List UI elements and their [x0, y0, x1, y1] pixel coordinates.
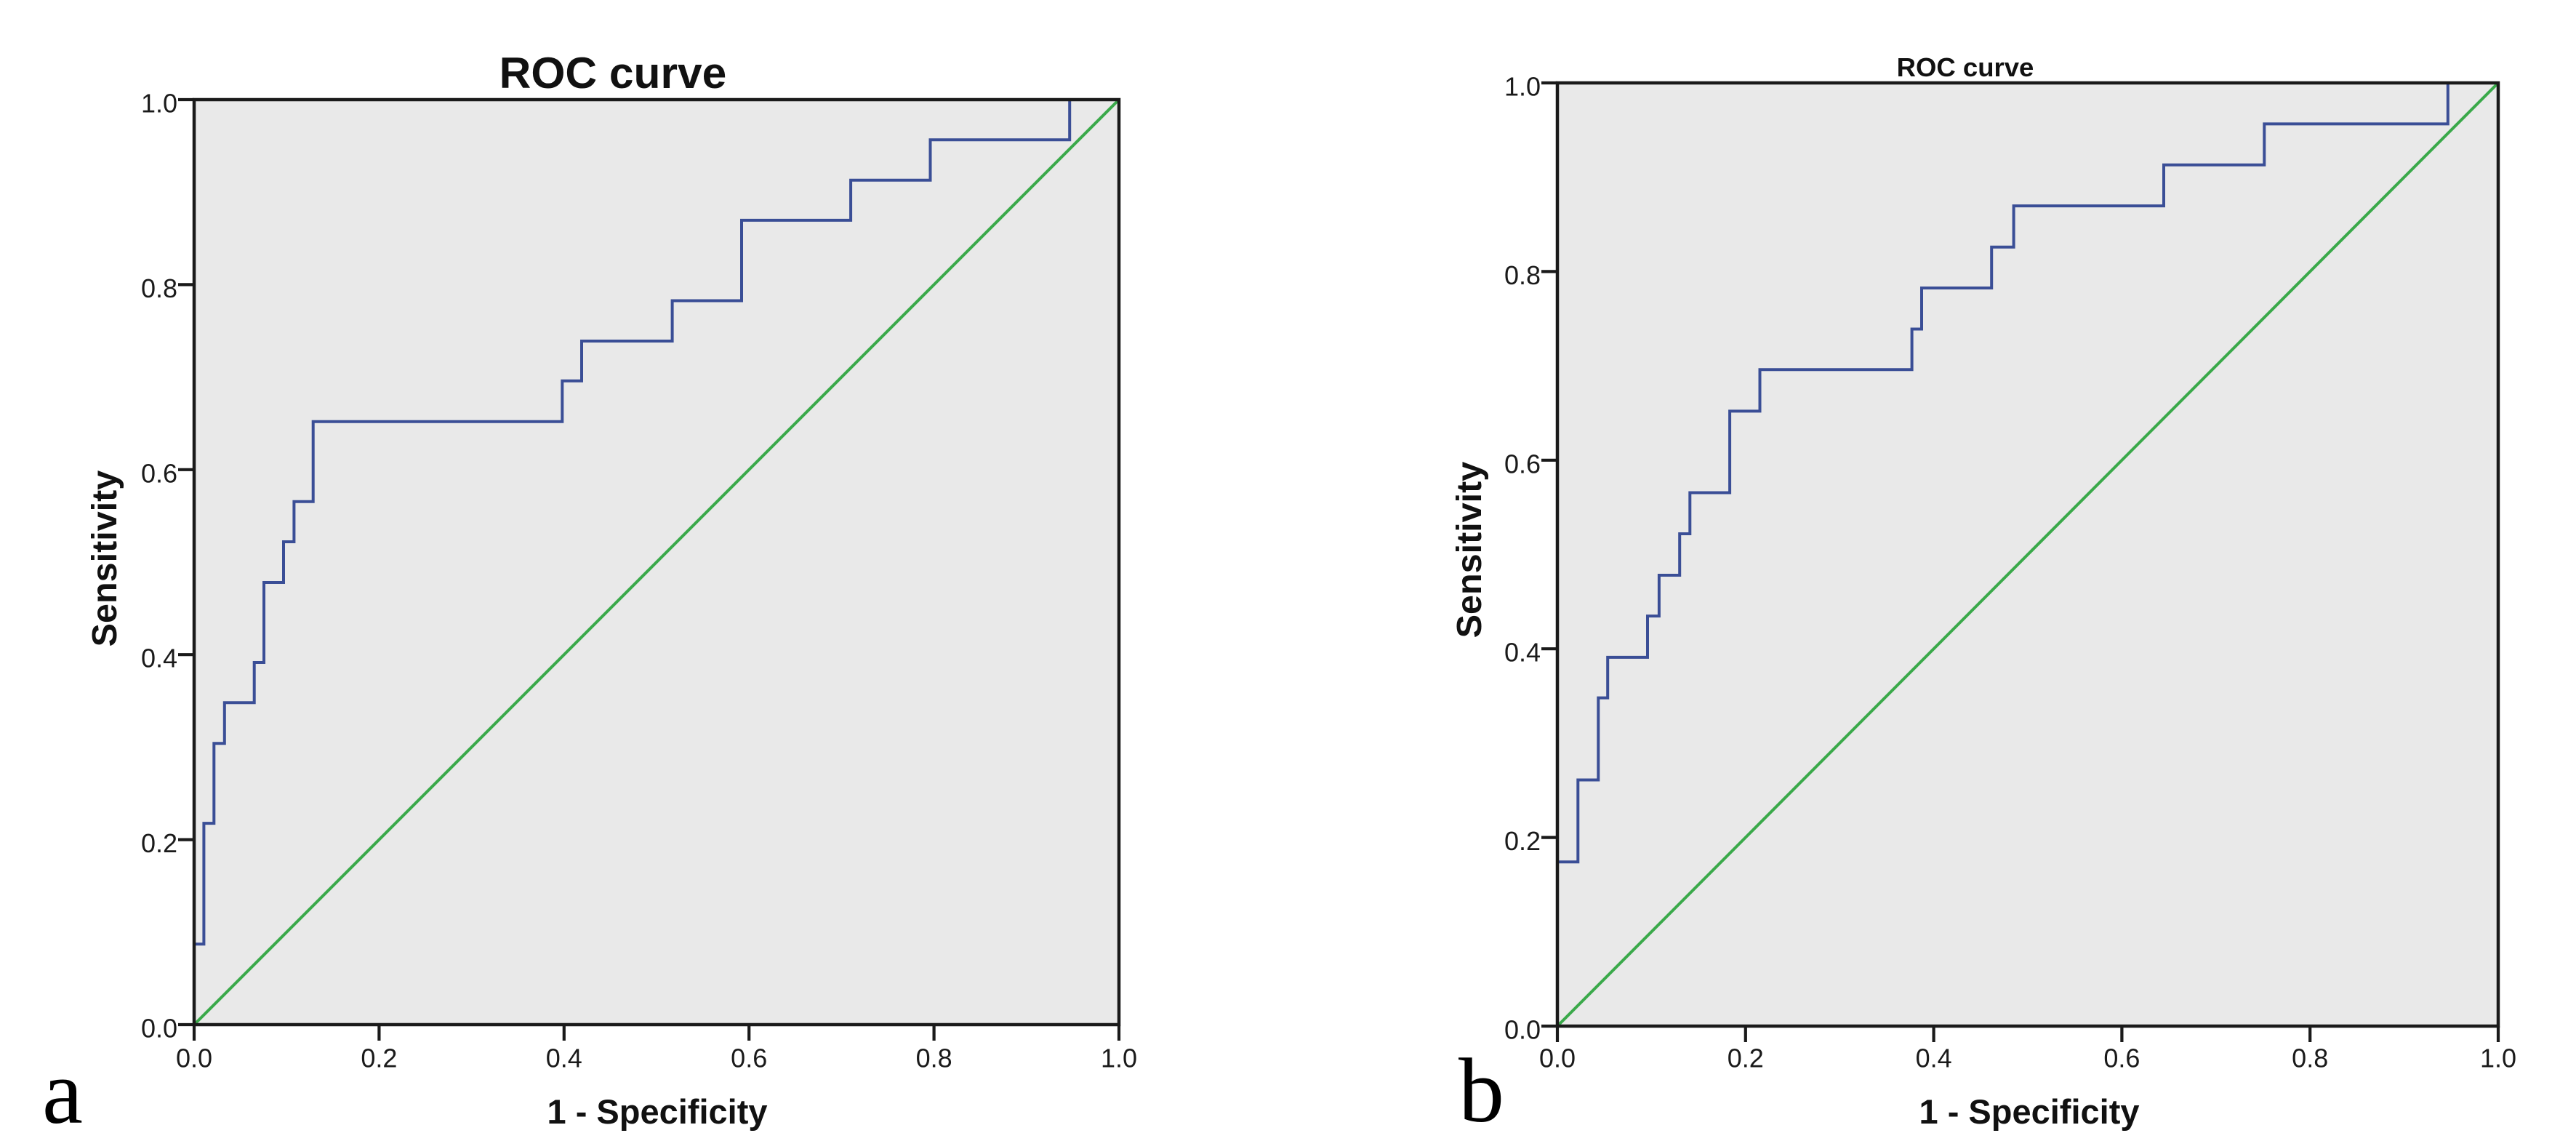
- svg-text:1.0: 1.0: [1101, 1043, 1137, 1073]
- svg-text:0.8: 0.8: [916, 1043, 952, 1073]
- svg-text:0.8: 0.8: [141, 273, 177, 303]
- svg-text:0.0: 0.0: [176, 1043, 212, 1073]
- svg-text:a: a: [42, 1042, 83, 1133]
- svg-text:b: b: [1458, 1041, 1504, 1133]
- svg-text:1 - Specificity: 1 - Specificity: [1919, 1092, 2140, 1131]
- svg-text:0.8: 0.8: [2292, 1043, 2328, 1073]
- svg-text:0.6: 0.6: [1504, 449, 1541, 479]
- svg-text:1.0: 1.0: [141, 89, 177, 119]
- svg-text:ROC curve: ROC curve: [499, 48, 727, 97]
- svg-text:Sensitivity: Sensitivity: [1450, 462, 1489, 638]
- svg-text:0.4: 0.4: [546, 1043, 582, 1073]
- svg-text:0.2: 0.2: [361, 1043, 397, 1073]
- svg-text:0.0: 0.0: [1539, 1043, 1576, 1073]
- svg-text:1 - Specificity: 1 - Specificity: [547, 1092, 768, 1131]
- svg-text:Sensitivity: Sensitivity: [85, 471, 124, 647]
- svg-text:1.0: 1.0: [2480, 1043, 2516, 1073]
- svg-text:0.6: 0.6: [141, 458, 177, 488]
- svg-text:ROC curve: ROC curve: [1897, 52, 2034, 82]
- svg-text:0.2: 0.2: [141, 828, 177, 858]
- svg-text:0.2: 0.2: [1728, 1043, 1764, 1073]
- svg-text:0.8: 0.8: [1504, 260, 1541, 290]
- svg-text:1.0: 1.0: [1504, 72, 1541, 102]
- svg-text:0.4: 0.4: [1504, 638, 1541, 668]
- svg-text:0.2: 0.2: [1504, 826, 1541, 856]
- svg-text:0.4: 0.4: [141, 644, 177, 673]
- svg-text:0.0: 0.0: [1504, 1015, 1541, 1045]
- svg-text:0.0: 0.0: [141, 1014, 177, 1044]
- svg-text:0.6: 0.6: [2103, 1043, 2140, 1073]
- svg-text:0.6: 0.6: [731, 1043, 767, 1073]
- svg-text:0.4: 0.4: [1916, 1043, 1952, 1073]
